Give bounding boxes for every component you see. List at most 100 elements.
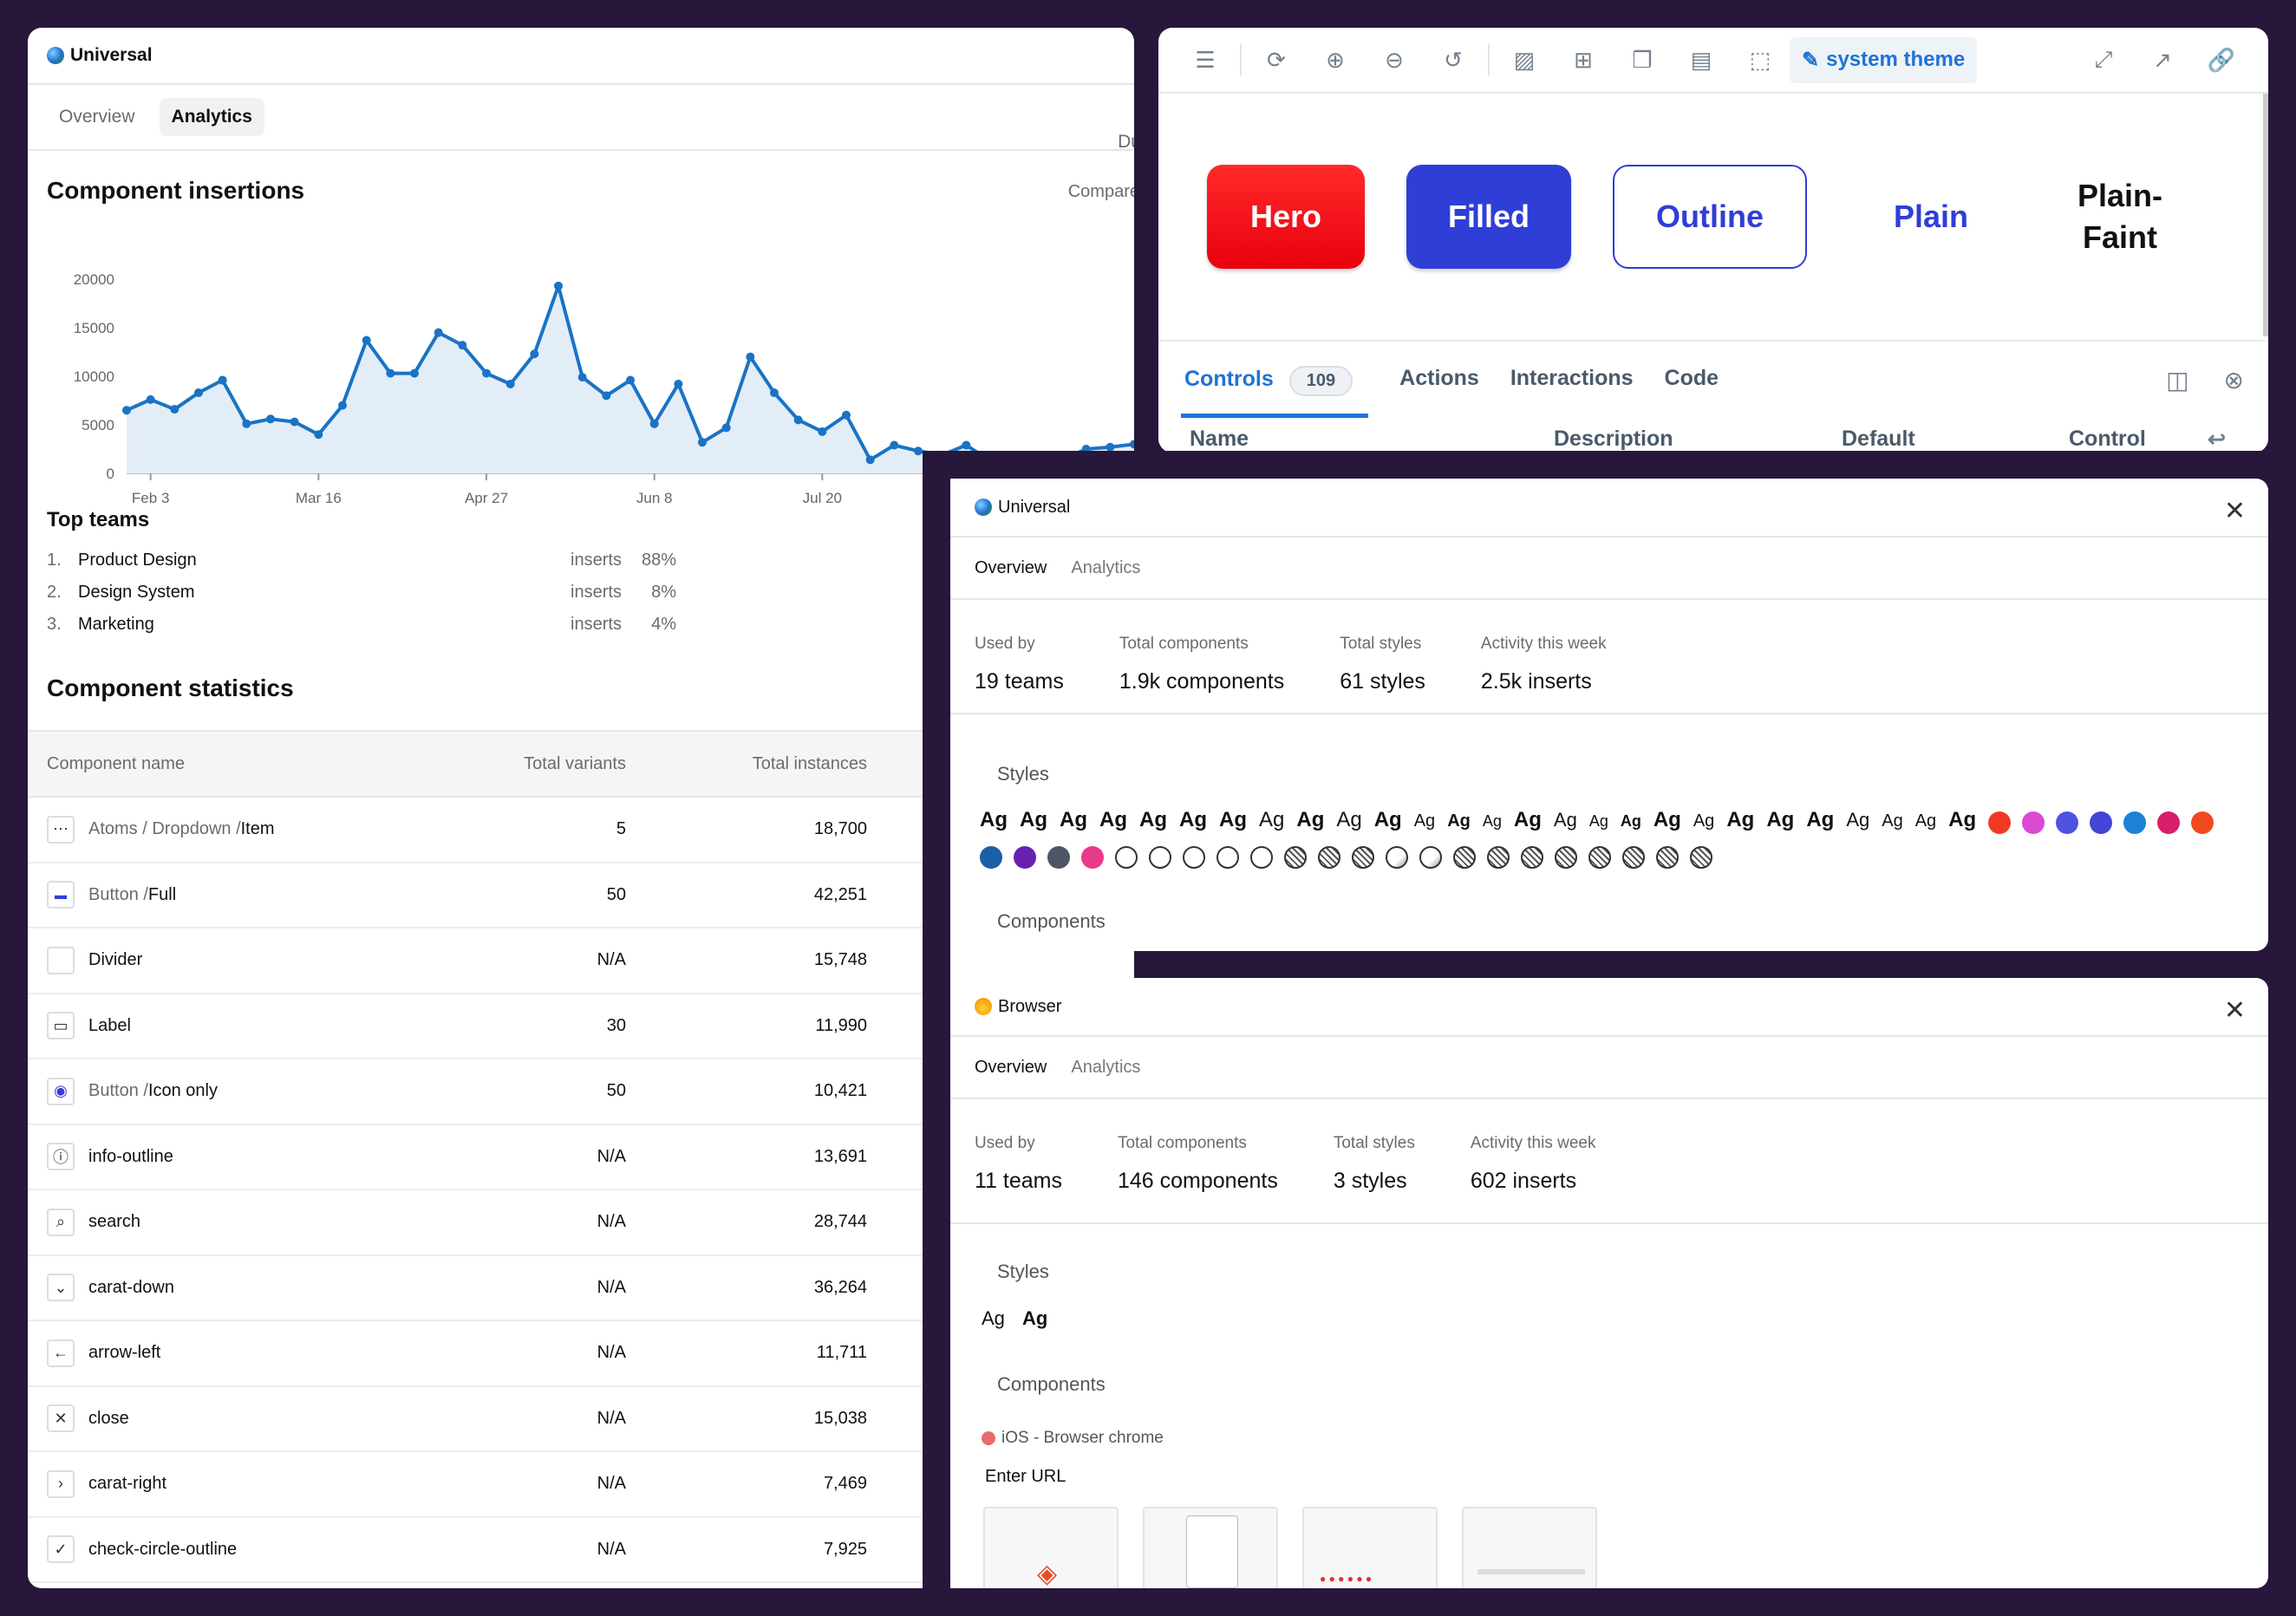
col-instances-header[interactable]: Total instances [752, 753, 867, 773]
effect-style-swatch[interactable] [1588, 845, 1611, 869]
color-style-swatch[interactable] [2157, 811, 2181, 834]
zoom-out-icon[interactable]: ⊖ [1385, 46, 1404, 73]
color-style-swatch[interactable] [2056, 811, 2079, 834]
text-style-swatch[interactable]: Ag [1806, 808, 1835, 831]
tab-interactions[interactable]: Interactions [1510, 366, 1634, 390]
tab-overflow[interactable]: Du [1118, 132, 1134, 152]
tab-analytics[interactable]: Analytics [1071, 1057, 1141, 1077]
tab-controls[interactable]: Controls 109 [1181, 366, 1369, 418]
tab-code[interactable]: Code [1664, 366, 1719, 390]
color-style-swatch[interactable] [2090, 811, 2113, 834]
effect-style-swatch[interactable] [1386, 845, 1408, 869]
zoom-reset-icon[interactable]: ↺ [1444, 46, 1463, 73]
copy-link-icon[interactable]: 🔗 [2207, 46, 2236, 73]
text-style-swatch[interactable]: Ag [1020, 808, 1047, 831]
table-row[interactable]: ▬ Button / Full 50 42,251 [28, 863, 982, 929]
effect-style-swatch[interactable] [1622, 845, 1645, 869]
color-style-swatch[interactable] [2022, 811, 2045, 834]
text-style-swatch[interactable]: Ag [1914, 811, 1937, 831]
tab-overview[interactable]: Overview [59, 107, 135, 127]
color-style-swatch[interactable] [1047, 845, 1070, 869]
outline-button[interactable]: Outline [1613, 165, 1807, 269]
effect-style-swatch[interactable] [1216, 845, 1239, 869]
color-style-swatch[interactable] [2123, 811, 2147, 834]
effect-style-swatch[interactable] [1250, 845, 1273, 869]
effect-style-swatch[interactable] [1284, 845, 1307, 869]
text-style-swatch[interactable]: Ag [1296, 808, 1325, 831]
table-row[interactable]: ⌕ search N/A 28,744 [28, 1190, 982, 1256]
table-row[interactable]: ✓ check-circle-outline N/A 7,925 [28, 1518, 982, 1583]
text-style-swatch[interactable]: Ag [1413, 811, 1436, 831]
text-style-swatch[interactable]: Ag [1099, 808, 1127, 831]
hero-button[interactable]: Hero [1207, 165, 1365, 269]
text-style-swatch[interactable]: Ag [1620, 812, 1641, 830]
color-style-swatch[interactable] [1014, 845, 1036, 869]
component-thumbnail[interactable]: ● ● ● ● ● ● [1302, 1507, 1438, 1588]
text-style-swatch[interactable]: Ag [1060, 808, 1087, 831]
plain-button[interactable]: Plain [1893, 199, 1969, 234]
measure-icon[interactable]: ▤ [1690, 46, 1712, 73]
tab-analytics[interactable]: Analytics [1071, 557, 1141, 577]
panel-layout-icon[interactable]: ◫ [2166, 367, 2189, 394]
preview-scrollbar[interactable] [2263, 94, 2268, 336]
close-icon[interactable]: ✕ [2223, 497, 2246, 525]
viewport-icon[interactable]: ❐ [1632, 46, 1653, 73]
effect-style-swatch[interactable] [1318, 845, 1340, 869]
table-row[interactable]: ◉ Button / Icon only 50 10,421 [28, 1059, 982, 1125]
tab-overview[interactable]: Overview [975, 557, 1047, 577]
col-variants-header[interactable]: Total variants [524, 753, 626, 773]
table-row[interactable]: › carat-right N/A 7,469 [28, 1452, 982, 1518]
text-style-swatch[interactable]: Ag [1373, 808, 1402, 831]
outline-icon[interactable]: ⬚ [1749, 46, 1771, 73]
text-style-swatch[interactable]: Ag [1726, 808, 1755, 831]
effect-style-swatch[interactable] [1183, 845, 1205, 869]
color-style-swatch[interactable] [980, 845, 1002, 869]
background-icon[interactable]: ▨ [1513, 46, 1536, 73]
text-style-swatch[interactable]: Ag [1653, 808, 1681, 831]
filled-button[interactable]: Filled [1406, 165, 1571, 269]
text-style-swatch[interactable]: Ag [1588, 812, 1608, 830]
text-style-swatch[interactable]: Ag [1766, 808, 1795, 831]
effect-style-swatch[interactable] [1149, 845, 1171, 869]
text-style-swatch[interactable]: Ag [1513, 808, 1542, 831]
theme-button[interactable]: ✎ system theme [1790, 36, 1978, 83]
effect-style-swatch[interactable] [1690, 845, 1712, 869]
component-thumbnail[interactable]: ◈ [983, 1507, 1119, 1588]
zoom-in-icon[interactable]: ⊕ [1326, 46, 1345, 73]
text-style-swatch[interactable]: Ag [1179, 808, 1207, 831]
effect-style-swatch[interactable] [1521, 845, 1543, 869]
close-icon[interactable]: ✕ [2223, 996, 2246, 1025]
tab-actions[interactable]: Actions [1399, 366, 1479, 390]
table-row[interactable]: ⓘ info-outline N/A 13,691 [28, 1125, 982, 1190]
open-new-tab-icon[interactable]: ↗ [2153, 46, 2172, 73]
text-style-swatch[interactable]: Ag [1219, 808, 1247, 831]
text-style-swatch[interactable]: Ag [980, 808, 1008, 831]
table-row[interactable]: ⌄ carat-down N/A 36,264 [28, 1256, 982, 1321]
grid-icon[interactable]: ⊞ [1574, 46, 1593, 73]
effect-style-swatch[interactable] [1555, 845, 1577, 869]
text-style-swatch[interactable]: Ag [1482, 812, 1502, 830]
effect-style-swatch[interactable] [1656, 845, 1679, 869]
text-style-swatch[interactable]: Ag [1553, 809, 1577, 831]
color-style-swatch[interactable] [1081, 845, 1104, 869]
component-thumbnail[interactable] [1462, 1507, 1597, 1588]
effect-style-swatch[interactable] [1115, 845, 1138, 869]
effect-style-swatch[interactable] [1487, 845, 1510, 869]
reset-controls-icon[interactable]: ↩ [2208, 427, 2226, 452]
menu-icon[interactable]: ☰ [1195, 46, 1216, 73]
text-style-swatch[interactable]: Ag [1447, 811, 1471, 831]
text-style-swatch[interactable]: Ag [1882, 811, 1903, 831]
text-style-swatch[interactable]: Ag [1948, 808, 1977, 831]
close-circle-icon[interactable]: ⊗ [2223, 367, 2244, 394]
text-style-swatch[interactable]: Ag [1259, 808, 1285, 831]
table-row[interactable]: ← arrow-left N/A 11,711 [28, 1321, 982, 1387]
text-style-swatch[interactable]: Ag [1693, 811, 1715, 831]
reload-icon[interactable]: ⟳ [1267, 46, 1286, 73]
table-row[interactable]: ⋯ Atoms / Dropdown / Item 5 18,700 [28, 798, 982, 863]
text-style-swatch[interactable]: Ag [1846, 809, 1870, 831]
text-style-sample[interactable]: Ag [982, 1307, 1005, 1329]
effect-style-swatch[interactable] [1453, 845, 1476, 869]
text-style-swatch[interactable]: Ag [1336, 808, 1362, 831]
effect-style-swatch[interactable] [1352, 845, 1374, 869]
table-row[interactable]: ✕ close N/A 15,038 [28, 1387, 982, 1452]
